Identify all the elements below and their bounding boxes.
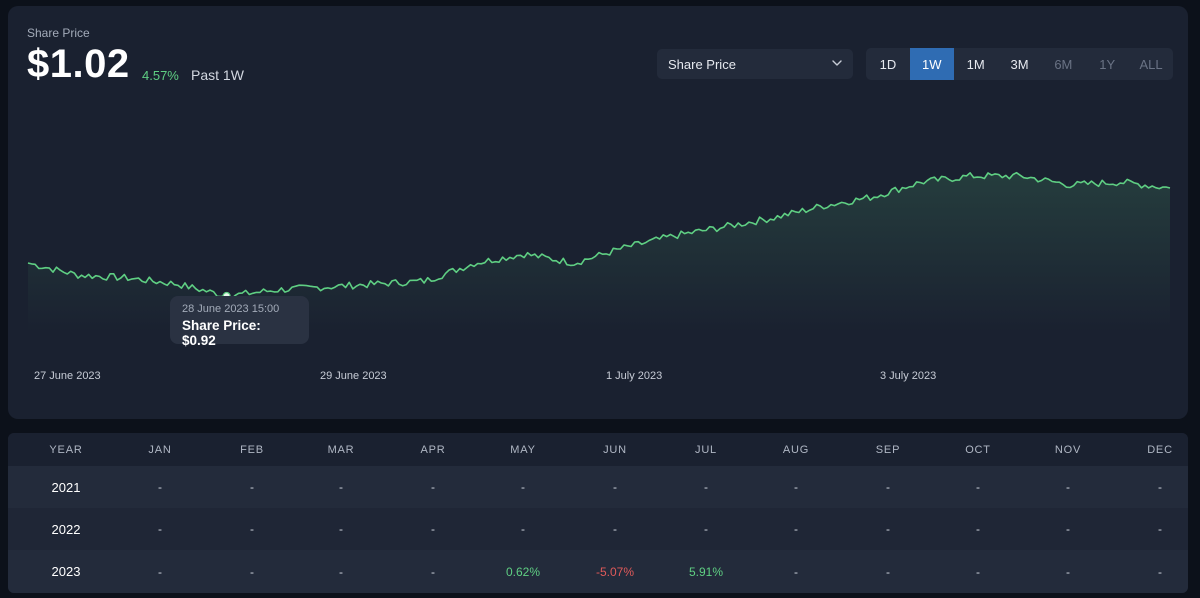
column-header-jun: JUN	[603, 443, 627, 456]
chevron-down-icon	[832, 60, 842, 66]
return-cell: -	[1066, 564, 1070, 579]
return-cell: -	[613, 522, 617, 536]
return-cell: -	[431, 522, 435, 536]
x-axis-tick-label: 27 June 2023	[34, 370, 101, 382]
return-cell: -	[250, 564, 254, 579]
card-label: Share Price	[27, 26, 90, 40]
return-cell: -	[250, 480, 254, 494]
range-button-3m[interactable]: 3M	[1010, 56, 1029, 72]
return-cell: -	[976, 564, 980, 579]
return-cell: -	[250, 522, 254, 536]
return-cell: -	[794, 522, 798, 536]
column-header-nov: NOV	[1054, 443, 1082, 456]
return-cell: -	[794, 480, 798, 494]
return-cell: -	[976, 522, 980, 536]
return-cell: -	[339, 480, 343, 494]
return-cell: -	[704, 522, 708, 536]
return-cell: -	[976, 480, 980, 494]
column-header-may: MAY	[510, 443, 536, 456]
price-area-fill	[28, 172, 1170, 332]
return-cell: -	[521, 480, 525, 494]
return-cell: -	[158, 564, 162, 579]
x-axis-tick-label: 29 June 2023	[320, 370, 387, 382]
column-header-mar: MAR	[327, 443, 355, 456]
return-cell: -	[613, 480, 617, 494]
year-cell: 2023	[51, 564, 81, 579]
share-price-card: Share Price $1.02 4.57% Past 1W Share Pr…	[8, 6, 1188, 419]
range-button-1m[interactable]: 1M	[966, 56, 985, 72]
tooltip-date: 28 June 2023 15:00	[182, 303, 280, 315]
tooltip-value: Share Price: $0.92	[182, 318, 261, 348]
table-header-row: YEAR JAN FEB MAR APR MAY JUN JUL AUG SEP OCT NOV DEC	[8, 433, 1188, 466]
column-header-oct: OCT	[965, 443, 991, 456]
column-header-apr: APR	[420, 443, 446, 456]
price-chart[interactable]	[8, 6, 1188, 419]
column-header-year: YEAR	[49, 443, 83, 456]
period-label: Past 1W	[191, 67, 244, 83]
column-header-sep: SEP	[875, 443, 901, 456]
column-header-aug: AUG	[782, 443, 810, 456]
return-cell: -	[431, 564, 435, 579]
range-button-all[interactable]: ALL	[1139, 56, 1163, 72]
return-cell: -	[886, 480, 890, 494]
year-cell: 2022	[51, 521, 81, 537]
year-cell: 2021	[51, 479, 81, 495]
return-cell: -	[1158, 480, 1162, 494]
return-cell: -	[158, 480, 162, 494]
return-cell: -	[339, 564, 343, 579]
metric-select-value: Share Price	[668, 56, 736, 72]
price-change-percent: 4.57%	[142, 68, 179, 83]
return-cell: -	[1066, 522, 1070, 536]
table-row: 2021 - - - - - - - - - - - -	[8, 466, 1188, 508]
return-cell: 0.62%	[505, 564, 541, 579]
return-cell: -	[886, 522, 890, 536]
x-axis-tick-label: 1 July 2023	[606, 370, 663, 382]
return-cell: -	[431, 480, 435, 494]
column-header-jul: JUL	[695, 443, 717, 456]
return-cell: -	[158, 522, 162, 536]
range-button-1d[interactable]: 1D	[879, 56, 897, 72]
x-axis-tick-label: 3 July 2023	[880, 370, 937, 382]
return-cell: -5.07%	[595, 564, 635, 579]
range-button-6m[interactable]: 6M	[1054, 56, 1073, 72]
table-row: 2022 - - - - - - - - - - - -	[8, 508, 1188, 550]
return-cell: -	[704, 480, 708, 494]
return-cell: -	[1066, 480, 1070, 494]
current-price: $1.02	[27, 42, 130, 86]
return-cell: -	[339, 522, 343, 536]
chart-tooltip: 28 June 2023 15:00 Share Price: $0.92	[170, 296, 309, 348]
return-cell: -	[1158, 522, 1162, 536]
metric-select[interactable]: Share Price	[657, 49, 853, 79]
monthly-returns-table: YEAR JAN FEB MAR APR MAY JUN JUL AUG SEP OCT NOV DEC…	[8, 433, 1188, 593]
time-range-selector: 1D 1W 1M 3M 6M 1Y ALL	[866, 48, 1173, 80]
column-header-jan: JAN	[148, 443, 172, 456]
range-button-1w[interactable]: 1W	[909, 48, 954, 80]
column-header-dec: DEC	[1147, 443, 1173, 456]
range-button-1y[interactable]: 1Y	[1099, 56, 1116, 72]
column-header-feb: FEB	[240, 443, 264, 456]
return-cell: -	[794, 564, 798, 579]
return-cell: 5.91%	[688, 564, 724, 579]
return-cell: -	[1158, 564, 1162, 579]
return-cell: -	[886, 564, 890, 579]
return-cell: -	[521, 522, 525, 536]
table-row: 2023 - - - - 0.62% -5.07% 5.91% - - - - -	[8, 550, 1188, 593]
